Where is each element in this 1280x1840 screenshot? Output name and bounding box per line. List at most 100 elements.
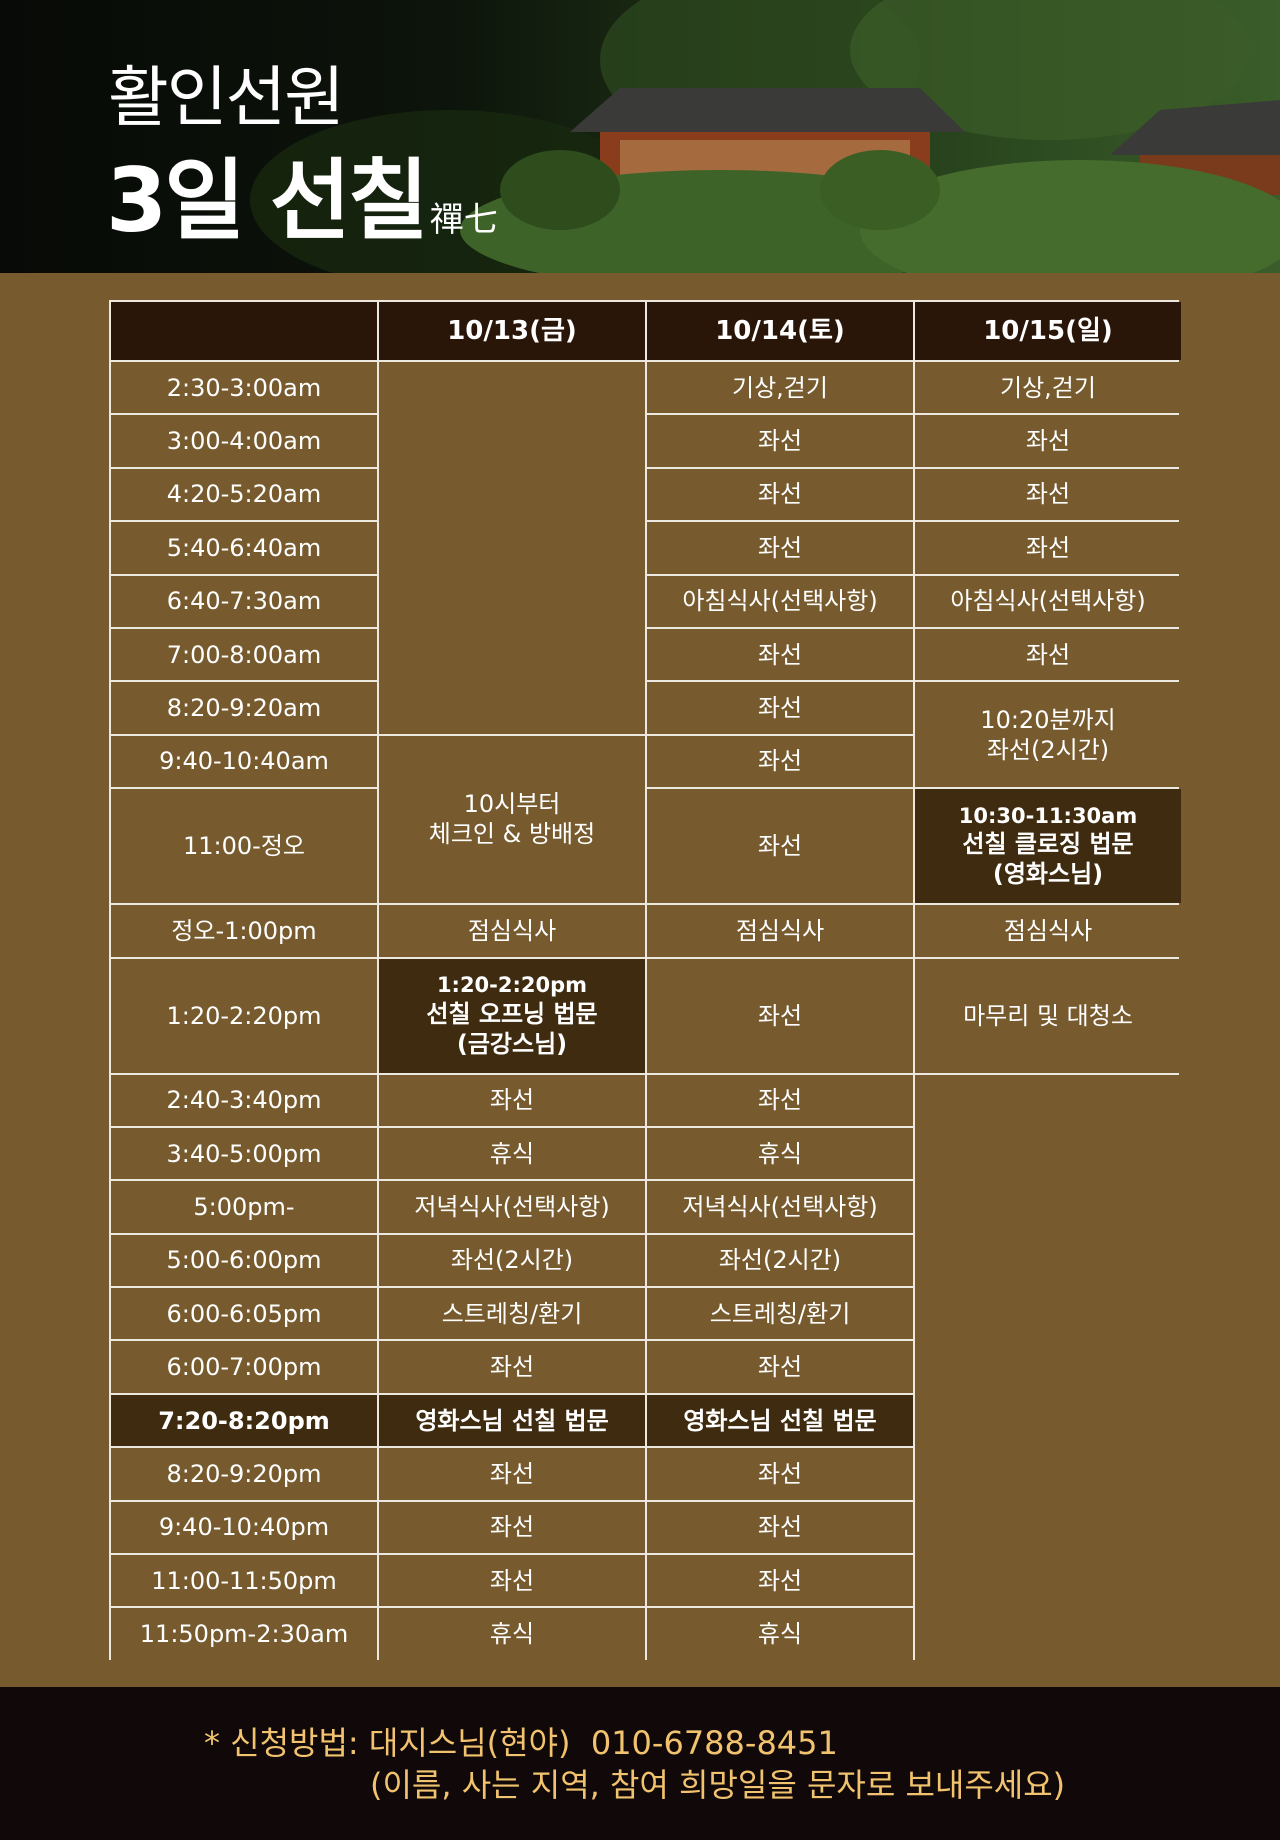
activity-text: 아침식사(선택사항) (682, 587, 878, 616)
schedule-cell: 좌선 (915, 468, 1181, 521)
activity-text: 좌선 (757, 533, 803, 562)
time-cell: 7:00-8:00am (111, 628, 377, 681)
time-cell: 8:20-9:20am (111, 682, 377, 734)
time-cell: 3:00-4:00am (111, 415, 377, 467)
activity-text: 아침식사(선택사항) (950, 587, 1146, 616)
activity-text: 점심식사 (467, 916, 557, 945)
session-time: 10:30-11:30am (958, 804, 1138, 828)
schedule-cell: 저녁식사(선택사항) (647, 1181, 913, 1233)
column-header: 10/14(토) (647, 302, 913, 360)
empty-cell (379, 362, 645, 734)
footer (0, 1687, 1280, 1840)
schedule-cell: 점심식사 (379, 905, 645, 957)
column-header (111, 302, 377, 360)
schedule-cell: 영화스님 선칠 법문 (647, 1394, 913, 1447)
activity-text: 점심식사 (735, 916, 825, 945)
time-cell: 5:00pm- (111, 1181, 377, 1233)
time-cell: 6:40-7:30am (111, 575, 377, 627)
schedule-cell: 좌선 (379, 1074, 645, 1126)
schedule-cell: 좌선 (915, 522, 1181, 574)
schedule-cell: 좌선 (647, 1448, 913, 1500)
schedule-cell: 10:30-11:30am 선칠 클로징 법문 (영화스님) (915, 789, 1181, 904)
schedule-cell: 좌선 (647, 1501, 913, 1554)
activity-text: 스트레칭/환기 (709, 1299, 851, 1328)
schedule-cell: 좌선 (647, 789, 913, 904)
time-cell: 2:30-3:00am (111, 362, 377, 414)
title-hanja: 禪七 (429, 200, 498, 240)
registration-note: (이름, 사는 지역, 참여 희망일을 문자로 보내주세요) (370, 1766, 1066, 1804)
temple-name: 활인선원 (108, 59, 345, 136)
time-cell: 4:20-5:20am (111, 468, 377, 521)
time-cell: 3:40-5:00pm (111, 1127, 377, 1180)
activity-text: 좌선 (757, 1513, 803, 1542)
activity-text: 좌선 (757, 1566, 803, 1595)
title-text: 3일 선칠 (106, 149, 429, 252)
schedule-cell: 좌선 (379, 1501, 645, 1554)
activity-text: 휴식 (757, 1139, 803, 1168)
activity-text: 점심식사 (1003, 916, 1093, 945)
time-cell: 11:00-정오 (111, 789, 377, 904)
schedule-cell: 마무리 및 대청소 (915, 958, 1181, 1073)
activity-text: 좌선 (1025, 533, 1071, 562)
schedule-cell: 좌선 (647, 682, 913, 734)
time-cell: 정오-1:00pm (111, 905, 377, 957)
time-cell: 8:20-9:20pm (111, 1448, 377, 1500)
time-cell: 2:40-3:40pm (111, 1074, 377, 1126)
schedule-cell: 좌선 (647, 415, 913, 467)
schedule-table: 10/13(금) 10/14(토) 10/15(일) 2:30-3:00am 기상,걷기… (109, 300, 1181, 1660)
activity-text: 좌선 (757, 832, 803, 861)
schedule-cell: 좌선 (647, 468, 913, 521)
schedule-cell: 기상,걷기 (915, 362, 1181, 414)
schedule-cell: 10시부터 체크인 & 방배정 (379, 735, 645, 904)
schedule-cell: 영화스님 선칠 법문 (379, 1394, 645, 1447)
activity-text: 좌선 (757, 694, 803, 723)
activity-text: 좌선 (757, 1086, 803, 1115)
activity-text: 선칠 클로징 법문 (영화스님) (962, 830, 1134, 889)
schedule-cell: 좌선 (647, 522, 913, 574)
time-cell: 6:00-7:00pm (111, 1341, 377, 1393)
time-cell: 9:40-10:40pm (111, 1501, 377, 1554)
activity-text: 좌선 (489, 1086, 535, 1115)
schedule-cell: 좌선 (647, 1341, 913, 1393)
schedule-cell: 좌선(2시간) (379, 1234, 645, 1287)
registration-info: * 신청방법: 대지스님(현야) 010-6788-8451 (204, 1724, 838, 1762)
schedule-cell: 스트레칭/환기 (379, 1288, 645, 1340)
activity-text: 좌선 (757, 427, 803, 456)
activity-text: 좌선 (757, 640, 803, 669)
schedule-cell: 점심식사 (915, 905, 1181, 957)
column-header: 10/15(일) (915, 302, 1181, 360)
time-cell: 5:00-6:00pm (111, 1234, 377, 1287)
activity-text: 좌선 (757, 1001, 803, 1030)
activity-text: 스트레칭/환기 (441, 1299, 583, 1328)
activity-text: 마무리 및 대청소 (963, 1001, 1133, 1030)
time-cell: 6:00-6:05pm (111, 1288, 377, 1340)
schedule-cell: 좌선 (915, 628, 1181, 681)
activity-text: 휴식 (757, 1620, 803, 1649)
header-banner: 활인선원 3일 선칠 禪七 (0, 0, 1280, 273)
schedule-cell: 1:20-2:20pm 선칠 오프닝 법문 (금강스님) (379, 958, 645, 1073)
activity-text: 좌선 (489, 1513, 535, 1542)
time-cell: 9:40-10:40am (111, 735, 377, 788)
activity-text: 좌선(2시간) (718, 1246, 842, 1275)
activity-text: 휴식 (489, 1139, 535, 1168)
temple-forest-photo (250, 0, 1280, 273)
activity-text: 영화스님 선칠 법문 (683, 1406, 877, 1435)
session-time: 1:20-2:20pm (436, 973, 588, 998)
activity-text: 10:20분까지 좌선(2시간) (980, 705, 1116, 764)
empty-cell (915, 1074, 1181, 1660)
activity-text: 영화스님 선칠 법문 (415, 1406, 609, 1435)
activity-text: 좌선 (489, 1353, 535, 1382)
time-cell: 5:40-6:40am (111, 522, 377, 574)
schedule-cell: 좌선 (379, 1448, 645, 1500)
activity-text: 좌선 (489, 1459, 535, 1488)
activity-text: 기상,걷기 (1000, 373, 1096, 402)
activity-text: 좌선 (757, 1459, 803, 1488)
schedule-cell: 좌선 (647, 1074, 913, 1126)
time-cell: 11:00-11:50pm (111, 1555, 377, 1607)
schedule-cell: 휴식 (379, 1608, 645, 1660)
schedule-cell: 스트레칭/환기 (647, 1288, 913, 1340)
schedule-cell: 좌선(2시간) (647, 1234, 913, 1287)
schedule-cell: 아침식사(선택사항) (647, 575, 913, 627)
activity-text: 좌선 (757, 1353, 803, 1382)
schedule-cell: 좌선 (647, 958, 913, 1073)
